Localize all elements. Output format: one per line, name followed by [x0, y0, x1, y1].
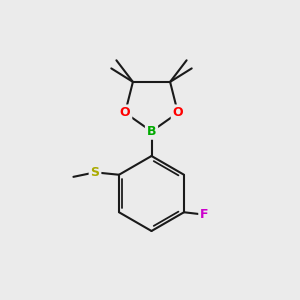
Text: O: O	[172, 106, 183, 119]
Text: S: S	[91, 166, 100, 179]
Text: B: B	[147, 125, 156, 138]
Text: O: O	[120, 106, 130, 119]
Text: F: F	[200, 208, 208, 221]
